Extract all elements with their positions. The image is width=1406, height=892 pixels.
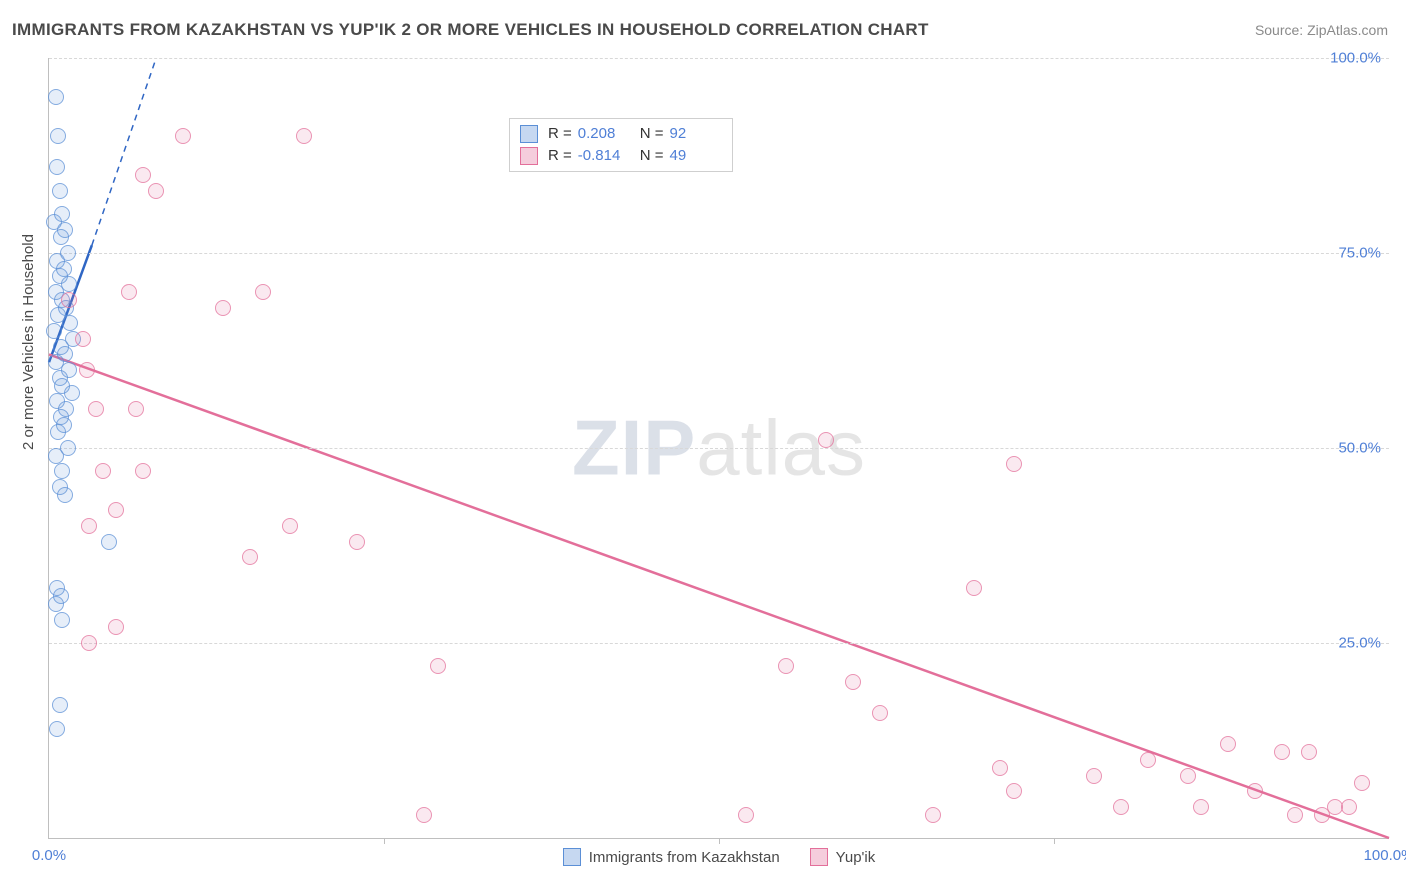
legend-row-1: R = 0.208 N = 92 [520, 123, 722, 145]
data-point [1140, 752, 1156, 768]
legend-stats: R = 0.208 N = 92 R = -0.814 N = 49 [509, 118, 733, 172]
legend-row-2: R = -0.814 N = 49 [520, 145, 722, 167]
data-point [48, 448, 64, 464]
data-point [54, 612, 70, 628]
y-tick-label: 100.0% [1330, 50, 1381, 67]
data-point [255, 284, 271, 300]
swatch-icon [810, 848, 828, 866]
data-point [52, 183, 68, 199]
data-point [79, 362, 95, 378]
data-point [1193, 799, 1209, 815]
data-point [349, 534, 365, 550]
data-point [1274, 744, 1290, 760]
data-point [1341, 799, 1357, 815]
data-point [1086, 768, 1102, 784]
data-point [108, 619, 124, 635]
scatter-plot: ZIPatlas R = 0.208 N = 92 R = -0.814 N =… [48, 58, 1389, 839]
legend-bottom: Immigrants from Kazakhstan Yup'ik [49, 848, 1389, 866]
data-point [992, 760, 1008, 776]
data-point [128, 401, 144, 417]
data-point [95, 463, 111, 479]
data-point [50, 128, 66, 144]
y-tick-label: 50.0% [1338, 440, 1381, 457]
data-point [50, 424, 66, 440]
y-axis-label: 2 or more Vehicles in Household [20, 234, 37, 450]
swatch-icon [520, 125, 538, 143]
data-point [175, 128, 191, 144]
x-tick-mark [384, 838, 385, 844]
data-point [1113, 799, 1129, 815]
legend-item-2: Yup'ik [810, 848, 876, 866]
data-point [135, 463, 151, 479]
swatch-icon [563, 848, 581, 866]
x-tick-label: 0.0% [32, 847, 66, 864]
data-point [778, 658, 794, 674]
data-point [416, 807, 432, 823]
data-point [54, 463, 70, 479]
gridline-h [49, 448, 1389, 449]
x-tick-mark [1054, 838, 1055, 844]
data-point [48, 596, 64, 612]
data-point [1301, 744, 1317, 760]
data-point [1006, 783, 1022, 799]
gridline-h [49, 253, 1389, 254]
data-point [818, 432, 834, 448]
data-point [845, 674, 861, 690]
data-point [101, 534, 117, 550]
data-point [88, 401, 104, 417]
gridline-h [49, 643, 1389, 644]
y-tick-label: 25.0% [1338, 635, 1381, 652]
data-point [81, 635, 97, 651]
data-point [108, 502, 124, 518]
data-point [62, 315, 78, 331]
y-tick-label: 75.0% [1338, 245, 1381, 262]
legend-item-1: Immigrants from Kazakhstan [563, 848, 780, 866]
data-point [135, 167, 151, 183]
data-point [1180, 768, 1196, 784]
x-tick-label: 100.0% [1364, 847, 1406, 864]
data-point [966, 580, 982, 596]
data-point [1006, 456, 1022, 472]
data-point [49, 721, 65, 737]
source-label: Source: ZipAtlas.com [1255, 22, 1388, 38]
data-point [872, 705, 888, 721]
x-tick-mark [719, 838, 720, 844]
chart-title: IMMIGRANTS FROM KAZAKHSTAN VS YUP'IK 2 O… [12, 20, 929, 40]
data-point [296, 128, 312, 144]
data-point [81, 518, 97, 534]
data-point [925, 807, 941, 823]
data-point [48, 89, 64, 105]
data-point [121, 284, 137, 300]
data-point [61, 292, 77, 308]
data-point [64, 385, 80, 401]
data-point [1287, 807, 1303, 823]
data-point [52, 697, 68, 713]
data-point [53, 229, 69, 245]
swatch-icon [520, 147, 538, 165]
data-point [242, 549, 258, 565]
data-point [1247, 783, 1263, 799]
data-point [49, 159, 65, 175]
data-point [1354, 775, 1370, 791]
data-point [46, 323, 62, 339]
data-point [215, 300, 231, 316]
gridline-h [49, 58, 1389, 59]
data-point [738, 807, 754, 823]
data-point [1314, 807, 1330, 823]
data-point [1220, 736, 1236, 752]
data-point [148, 183, 164, 199]
data-point [75, 331, 91, 347]
data-point [57, 487, 73, 503]
data-point [282, 518, 298, 534]
data-point [430, 658, 446, 674]
